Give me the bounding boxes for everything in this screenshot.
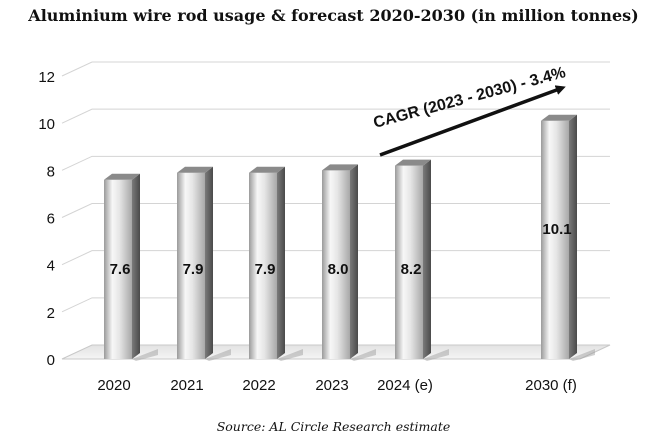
y-tick-label: 12 xyxy=(38,69,55,86)
gridline xyxy=(61,203,610,218)
y-tick-label: 8 xyxy=(47,163,55,180)
bar xyxy=(249,172,277,359)
bar xyxy=(395,165,423,359)
y-tick-label: 4 xyxy=(47,258,55,275)
bar-top xyxy=(541,114,577,121)
data-label: 7.6 xyxy=(110,261,131,278)
bar-side xyxy=(132,173,140,359)
x-tick-label: 2021 xyxy=(170,377,203,394)
bar xyxy=(104,179,132,359)
x-tick-label: 2022 xyxy=(242,377,275,394)
gridline xyxy=(61,155,610,171)
data-label: 7.9 xyxy=(183,261,204,278)
chart-title: Aluminium wire rod usage & forecast 2020… xyxy=(28,6,639,25)
bar-top xyxy=(322,164,358,171)
bar xyxy=(322,170,350,359)
y-tick-label: 10 xyxy=(38,116,55,133)
data-label: 8.2 xyxy=(401,261,422,278)
x-tick-label: 2020 xyxy=(97,377,130,394)
bar-side xyxy=(569,114,577,359)
y-tick-label: 6 xyxy=(47,211,55,228)
x-tick-label: 2030 (f) xyxy=(525,377,577,394)
gridline xyxy=(61,250,610,266)
bar xyxy=(541,120,569,359)
bar-shadow xyxy=(132,349,158,361)
bar-shadow xyxy=(423,349,449,361)
x-tick-label: 2023 xyxy=(315,377,348,394)
data-label: 10.1 xyxy=(542,221,571,238)
bar-shadow xyxy=(205,349,231,361)
bar-shadow xyxy=(277,349,303,361)
bar-shadow xyxy=(569,349,595,361)
bar-side xyxy=(277,166,285,359)
bar-top xyxy=(395,159,431,166)
gridline xyxy=(61,297,610,313)
bar-side xyxy=(205,166,213,359)
x-tick-label: 2024 (e) xyxy=(377,377,433,394)
gridline xyxy=(61,61,610,77)
data-label: 8.0 xyxy=(328,261,349,278)
bar-shadow xyxy=(350,349,376,361)
bar-top xyxy=(177,166,213,173)
bar-top xyxy=(104,173,140,180)
data-label: 7.9 xyxy=(255,261,276,278)
chart-source: Source: AL Circle Research estimate xyxy=(216,419,451,434)
cagr-arrow xyxy=(379,85,566,157)
gridline xyxy=(61,108,610,124)
bar xyxy=(177,172,205,359)
bar-side xyxy=(350,164,358,359)
bar-top xyxy=(249,166,285,173)
y-tick-label: 2 xyxy=(47,305,55,322)
bar-side xyxy=(423,159,431,359)
y-tick-label: 0 xyxy=(47,352,55,369)
